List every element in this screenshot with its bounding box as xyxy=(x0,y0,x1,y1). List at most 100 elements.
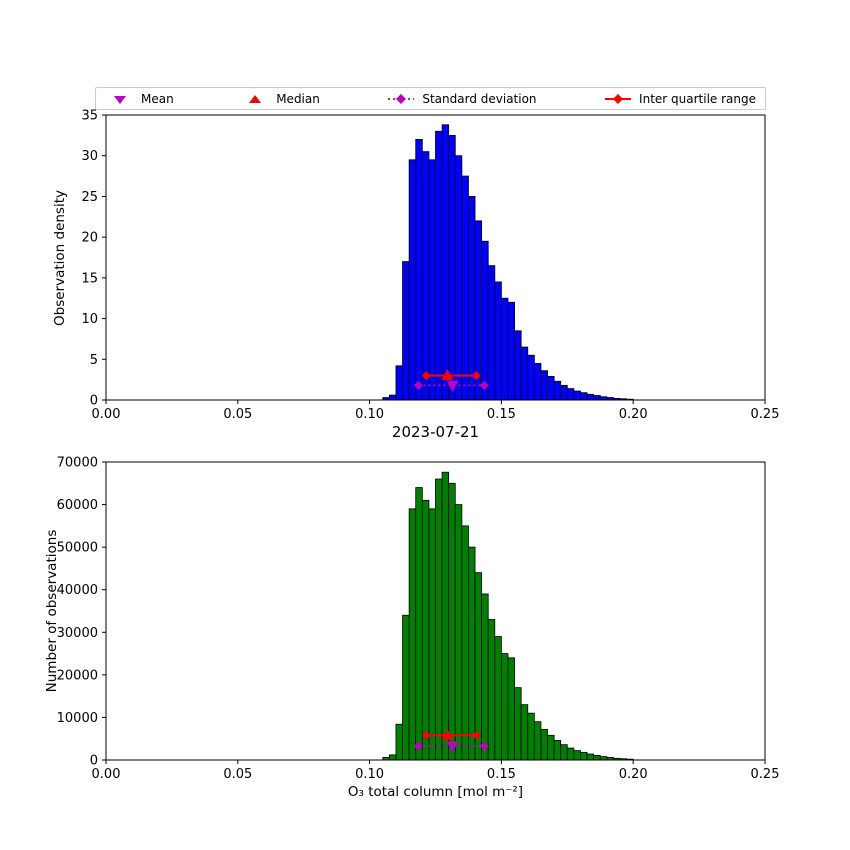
y-axis-label-top: Observation density xyxy=(52,190,68,326)
histogram-bar xyxy=(580,751,588,761)
iqr-diamond-left xyxy=(421,730,431,740)
x-tick-label: 0.05 xyxy=(223,767,252,782)
x-tick-label: 0.10 xyxy=(355,407,384,422)
histogram-bar xyxy=(500,297,509,401)
histogram-bar xyxy=(408,159,417,401)
histogram-bar xyxy=(481,593,489,761)
triangle-down-icon xyxy=(114,95,126,104)
triangle-up-icon xyxy=(249,94,262,103)
legend-label-iqr: Inter quartile range xyxy=(639,91,756,106)
histogram-bar xyxy=(527,712,535,761)
histogram-bar xyxy=(441,124,450,401)
histogram-bar xyxy=(487,265,496,401)
y-tick-label: 70000 xyxy=(57,456,98,471)
histogram-bar xyxy=(527,354,535,401)
histogram-bar xyxy=(468,196,476,401)
histogram-bar xyxy=(533,362,542,401)
std-diamond-right xyxy=(479,380,489,390)
histogram-bar xyxy=(454,155,463,401)
axes-frame xyxy=(105,114,766,401)
histogram-bar xyxy=(586,393,595,401)
histogram-bar xyxy=(553,380,562,401)
std-diamond-left xyxy=(413,741,423,751)
histogram-bar xyxy=(421,151,430,401)
y-tick-label: 35 xyxy=(81,109,98,124)
histogram-bar xyxy=(481,240,489,401)
median-marker-icon xyxy=(249,94,262,103)
histogram-bar xyxy=(507,301,515,401)
y-tick-label: 0 xyxy=(90,394,98,409)
x-tick-label: 0.05 xyxy=(223,407,252,422)
axes-frame xyxy=(105,461,766,761)
histogram-bar xyxy=(507,657,515,761)
mean-marker-icon xyxy=(114,95,126,104)
legend-item-median: Median xyxy=(240,92,320,106)
legend-label-median: Median xyxy=(276,91,320,106)
iqr-marker-icon xyxy=(605,93,632,104)
histogram-bar xyxy=(540,728,548,761)
histogram-bar xyxy=(520,704,529,761)
diamond-icon xyxy=(613,93,624,104)
y-tick-label: 15 xyxy=(81,271,98,286)
mean-marker xyxy=(446,741,459,753)
histogram-bar xyxy=(593,395,601,401)
x-tick-label: 0.15 xyxy=(487,767,516,782)
subplot-counts: 0.00 0.05 0.10 0.15 0.20 0.25 0 10000 20000 30000… xyxy=(57,456,780,783)
legend-item-iqr: Inter quartile range xyxy=(603,92,756,106)
y-tick-label: 50000 xyxy=(57,541,98,556)
histogram-bar xyxy=(441,471,450,761)
y-tick-label: 20000 xyxy=(57,668,98,683)
histogram-bar xyxy=(408,508,417,761)
y-tick-label: 40000 xyxy=(57,583,98,598)
histogram-bar xyxy=(547,375,555,401)
y-tick-label: 10000 xyxy=(57,711,98,726)
diamond-icon xyxy=(396,93,407,104)
histogram-bar xyxy=(520,346,529,401)
histogram-bar xyxy=(553,740,562,761)
y-tick-label: 30 xyxy=(81,149,98,164)
histogram-bar xyxy=(395,723,403,761)
histogram-bar xyxy=(547,734,555,761)
x-tick-label: 0.25 xyxy=(751,767,780,782)
histogram-bar xyxy=(593,754,601,761)
y-axis-label-bottom: Number of observations xyxy=(44,529,60,693)
histogram-bar xyxy=(514,687,522,761)
y-tick-label: 20 xyxy=(81,231,98,246)
y-tick-label: 5 xyxy=(90,353,98,368)
histogram-bar xyxy=(468,546,476,761)
histogram-bar xyxy=(540,370,548,401)
x-tick-label: 0.25 xyxy=(751,407,780,422)
histogram-bar xyxy=(573,390,581,401)
subplot-density: 0.00 0.05 0.10 0.15 0.20 0.25 0 5 10 15 20 25 30 35 xyxy=(81,109,779,423)
x-tick-label: 0.15 xyxy=(487,407,516,422)
x-tick-label: 0.10 xyxy=(355,767,384,782)
histogram-bar xyxy=(395,365,403,401)
x-tick-label: 0.20 xyxy=(619,767,648,782)
histogram-bar xyxy=(494,281,502,401)
std-diamond-left xyxy=(413,380,423,390)
histogram-bar xyxy=(566,747,575,761)
histogram-bar xyxy=(454,504,463,761)
histogram-bar xyxy=(599,756,608,761)
histogram-bar xyxy=(461,525,469,761)
histogram-bar xyxy=(415,139,423,401)
histogram-bar xyxy=(388,754,397,761)
histogram-bar xyxy=(494,636,502,761)
legend-item-mean: Mean xyxy=(105,92,174,106)
iqr-diamond-left xyxy=(421,371,431,381)
histogram-bar xyxy=(428,508,436,761)
histogram-bar xyxy=(415,487,423,761)
histogram-bar xyxy=(435,478,443,761)
median-marker xyxy=(441,728,454,740)
legend-item-std: Standard deviation xyxy=(386,92,537,106)
histogram-bar xyxy=(586,753,595,761)
histogram-bar xyxy=(514,330,522,401)
x-tick-label: 0.00 xyxy=(92,767,121,782)
histogram-bar xyxy=(573,750,581,761)
histogram-bar xyxy=(402,261,410,401)
histogram-bar xyxy=(487,619,496,761)
legend: Mean Median Standard deviation Inter qua… xyxy=(95,87,766,110)
histogram-bar xyxy=(566,388,575,401)
